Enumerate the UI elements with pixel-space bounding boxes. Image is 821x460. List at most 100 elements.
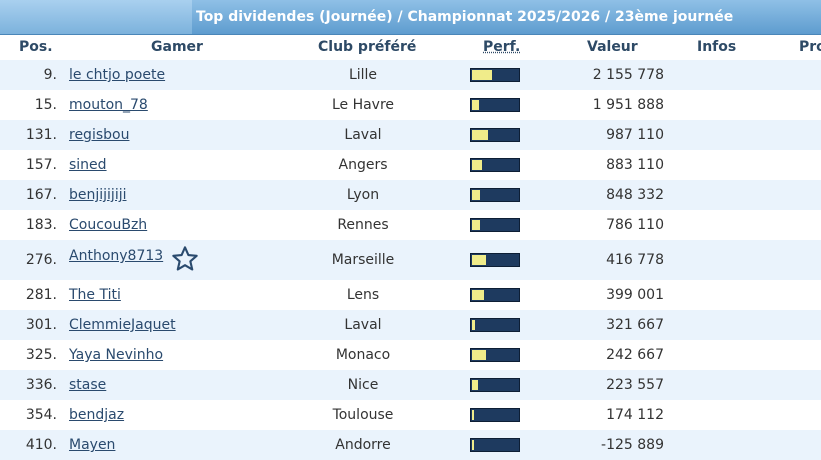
table-row: 354. bendjaz Toulouse 174 112 — [0, 400, 821, 430]
row-club: Angers — [338, 157, 388, 173]
gamer-link[interactable]: le chtjo poete — [69, 67, 166, 83]
perf-bar-fill — [472, 190, 480, 200]
perf-bar-fill — [472, 320, 475, 330]
row-pos: 336. — [25, 377, 57, 393]
table-row: 281. The Titi Lens 399 001 — [0, 280, 821, 310]
row-club: Monaco — [335, 347, 391, 363]
perf-bar-fill — [472, 410, 474, 420]
row-valeur: 416 778 — [606, 252, 664, 268]
row-pos: 15. — [34, 97, 57, 113]
perf-bar — [470, 408, 520, 422]
col-infos: Infos — [697, 39, 737, 55]
row-pos: 281. — [25, 287, 57, 303]
row-club: Andorre — [335, 437, 391, 453]
row-valeur: 321 667 — [606, 317, 664, 333]
star-outline-icon[interactable] — [171, 245, 199, 273]
row-pos: 276. — [25, 252, 57, 268]
row-pos: 131. — [25, 127, 57, 143]
row-pos: 301. — [25, 317, 57, 333]
row-valeur: 2 155 778 — [592, 67, 664, 83]
perf-bar-fill — [472, 100, 479, 110]
row-pos: 325. — [25, 347, 57, 363]
row-club: Nice — [347, 377, 379, 393]
row-pos: 183. — [25, 217, 57, 233]
perf-bar — [470, 288, 520, 302]
perf-bar-fill — [472, 130, 488, 140]
title-bar-left — [0, 0, 192, 34]
perf-bar-fill — [472, 220, 480, 230]
row-pos: 354. — [25, 407, 57, 423]
row-valeur: 786 110 — [606, 217, 664, 233]
row-pos: 157. — [25, 157, 57, 173]
col-pro: Pro — [799, 39, 821, 55]
row-valeur: 883 110 — [606, 157, 664, 173]
perf-bar — [470, 158, 520, 172]
table-row: 410. Mayen Andorre -125 889 — [0, 430, 821, 460]
perf-bar — [470, 218, 520, 232]
perf-bar-fill — [472, 255, 486, 265]
table-header: Pos. Gamer Club préféré Perf. Valeur Inf… — [0, 35, 821, 59]
gamer-link[interactable]: The Titi — [69, 287, 121, 303]
gamer-link[interactable]: stase — [69, 377, 107, 393]
table-row: 157. sined Angers 883 110 — [0, 150, 821, 180]
title-bar: Top dividendes (Journée) / Championnat 2… — [0, 0, 821, 35]
row-club: Laval — [344, 127, 382, 143]
gamer-link[interactable]: CoucouBzh — [69, 217, 148, 233]
row-club: Laval — [344, 317, 382, 333]
row-pos: 167. — [25, 187, 57, 203]
row-valeur: 987 110 — [606, 127, 664, 143]
table-row: 9. le chtjo poete Lille 2 155 778 — [0, 60, 821, 90]
perf-bar — [470, 348, 520, 362]
row-valeur: 1 951 888 — [592, 97, 664, 113]
perf-bar-fill — [472, 380, 478, 390]
table-row: 276. Anthony8713 Marseille 416 778 — [0, 240, 821, 280]
row-club: Lille — [348, 67, 378, 83]
perf-bar — [470, 378, 520, 392]
perf-bar-fill — [472, 290, 484, 300]
table-row: 301. ClemmieJaquet Laval 321 667 — [0, 310, 821, 340]
perf-bar-fill — [472, 440, 474, 450]
gamer-link[interactable]: benjijijiji — [69, 187, 127, 203]
table-row: 167. benjijijiji Lyon 848 332 — [0, 180, 821, 210]
row-valeur: -125 889 — [601, 437, 664, 453]
table-row: 183. CoucouBzh Rennes 786 110 — [0, 210, 821, 240]
perf-bar — [470, 98, 520, 112]
perf-bar — [470, 68, 520, 82]
row-club: Rennes — [337, 217, 389, 233]
perf-bar-fill — [472, 350, 486, 360]
col-perf[interactable]: Perf. — [483, 39, 521, 55]
perf-bar — [470, 318, 520, 332]
gamer-link[interactable]: bendjaz — [69, 407, 125, 423]
table-row: 131. regisbou Laval 987 110 — [0, 120, 821, 150]
col-valeur: Valeur — [587, 39, 638, 55]
gamer-link[interactable]: ClemmieJaquet — [69, 317, 176, 333]
gamer-link[interactable]: sined — [69, 157, 107, 173]
row-pos: 9. — [43, 67, 57, 83]
gamer-link[interactable]: Yaya Nevinho — [69, 347, 164, 363]
row-club: Marseille — [331, 252, 395, 268]
perf-bar — [470, 438, 520, 452]
table-row: 336. stase Nice 223 557 — [0, 370, 821, 400]
gamer-link[interactable]: Anthony8713 — [69, 248, 164, 264]
perf-bar-fill — [472, 70, 492, 80]
perf-bar — [470, 188, 520, 202]
row-club: Lens — [346, 287, 380, 303]
row-valeur: 848 332 — [606, 187, 664, 203]
row-pos: 410. — [25, 437, 57, 453]
row-club: Toulouse — [332, 407, 394, 423]
col-pos: Pos. — [19, 39, 53, 55]
row-valeur: 174 112 — [606, 407, 664, 423]
perf-bar — [470, 253, 520, 267]
table-row: 325. Yaya Nevinho Monaco 242 667 — [0, 340, 821, 370]
row-club: Lyon — [346, 187, 380, 203]
row-valeur: 223 557 — [606, 377, 664, 393]
col-gamer: Gamer — [151, 39, 203, 55]
perf-bar-fill — [472, 160, 482, 170]
perf-bar — [470, 128, 520, 142]
table-row: 15. mouton_78 Le Havre 1 951 888 — [0, 90, 821, 120]
gamer-link[interactable]: mouton_78 — [69, 97, 148, 113]
gamer-link[interactable]: Mayen — [69, 437, 116, 453]
row-valeur: 242 667 — [606, 347, 664, 363]
page-title: Top dividendes (Journée) / Championnat 2… — [196, 9, 734, 25]
gamer-link[interactable]: regisbou — [69, 127, 130, 143]
